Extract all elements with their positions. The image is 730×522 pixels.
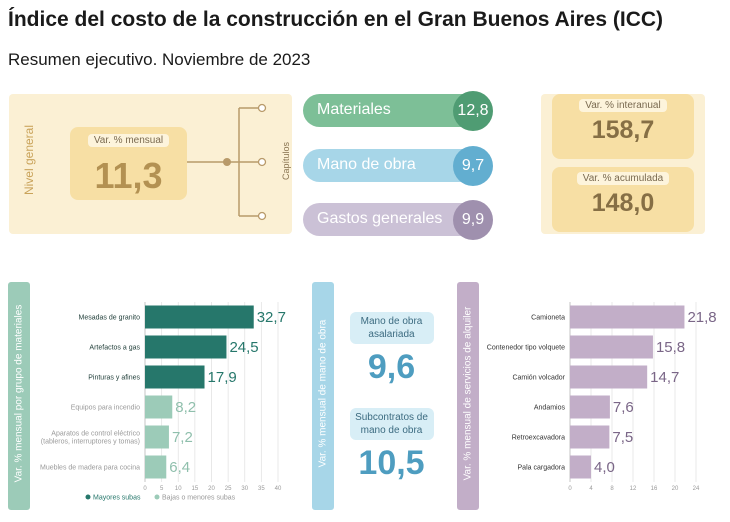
alquiler-panel-band: [457, 282, 479, 510]
tick-label: 24: [693, 486, 700, 492]
data-label: 15,8: [656, 339, 685, 356]
tick-label: 20: [672, 486, 679, 492]
acumulada-label: Var. % acumulada: [576, 172, 670, 185]
pill-gastos-value: 9,9: [453, 200, 493, 240]
acumulada-card: Var. % acumulada 148,0: [552, 167, 694, 232]
asalariada-card: Mano de obra asalariada 9,6: [333, 312, 450, 387]
subcontratos-value: 10,5: [358, 444, 425, 482]
bar: [570, 335, 653, 359]
bar: [145, 365, 205, 389]
tick-label: 8: [610, 486, 614, 492]
category-label: Mesadas de granito: [79, 315, 141, 322]
data-label: 6,4: [169, 459, 190, 476]
bar: [570, 395, 610, 419]
category-label: Retroexcavadora: [512, 435, 565, 442]
category-label: Artefactos a gas: [89, 345, 140, 352]
pill-mano-obra: Mano de obra 9,7: [303, 146, 493, 186]
legend-bajas: Bajas o menores subas: [162, 495, 236, 502]
connector-dot: [223, 158, 231, 166]
tick-label: 0: [568, 486, 572, 492]
interanual-card: Var. % interanual 158,7: [552, 94, 694, 159]
bar: [145, 425, 169, 449]
subcontratos-label: Subcontratos de mano de obra: [349, 408, 434, 440]
tick-label: 4: [589, 486, 593, 492]
pill-materiales: Materiales 12,8: [303, 91, 493, 131]
interanual-label: Var. % interanual: [579, 99, 667, 112]
tick-label: 25: [225, 486, 232, 492]
category-label: Muebles de madera para cocina: [40, 465, 140, 472]
acumulada-value: 148,0: [591, 189, 655, 217]
legend-marker-mayores: [85, 494, 91, 500]
alquiler-panel-label: Var. % mensual de servicios de alquiler: [462, 306, 474, 481]
subcontratos-card: Subcontratos de mano de obra 10,5: [333, 408, 450, 483]
interanual-value: 158,7: [591, 116, 655, 144]
asalariada-value: 9,6: [367, 348, 416, 386]
mensual-card: Var. % mensual 11,3: [70, 127, 187, 200]
category-label: Aparatos de control eléctrico: [51, 431, 140, 438]
category-label: Andamios: [534, 405, 566, 412]
tick-label: 5: [160, 486, 164, 492]
category-label: Pala cargadora: [518, 465, 566, 472]
connector-node-1: [257, 103, 267, 113]
pill-gastos-label: Gastos generales: [317, 210, 443, 227]
category-label: Contenedor tipo volquete: [487, 345, 565, 352]
tick-label: 16: [651, 486, 658, 492]
legend-marker-bajas: [154, 494, 160, 500]
bar: [145, 305, 254, 329]
data-label: 7,5: [612, 429, 633, 446]
tick-label: 15: [192, 486, 199, 492]
category-label: (tableros, interruptores y tomas): [41, 439, 140, 446]
mensual-value: 11,3: [94, 155, 163, 196]
capitulos-connector: [187, 103, 267, 221]
data-label: 17,9: [208, 369, 237, 386]
data-label: 4,0: [594, 459, 615, 476]
pill-mano-obra-label: Mano de obra: [317, 156, 416, 173]
tick-label: 0: [143, 486, 147, 492]
connector-node-2: [257, 157, 267, 167]
bar: [145, 335, 227, 359]
bar: [570, 425, 610, 449]
tick-label: 20: [208, 486, 215, 492]
mano-obra-panel-band: [312, 282, 334, 510]
bar: [570, 455, 591, 479]
bar: [145, 455, 167, 479]
nivel-general-label: Nivel general: [22, 124, 36, 196]
tick-label: 40: [275, 486, 282, 492]
capitulos-label: Capítulos: [281, 141, 291, 181]
page-title: Índice del costo de la construcción en e…: [8, 8, 664, 31]
connector-node-3: [257, 211, 267, 221]
data-label: 7,2: [172, 429, 193, 446]
data-label: 8,2: [175, 399, 196, 416]
materiales-chart: 0 5 10 15 20 25 30 35 40 Mesadas de granito 32,7 Ar…: [40, 302, 286, 502]
category-label: Camioneta: [531, 315, 565, 322]
alquiler-chart: 0 4 8 12 16 20 24 Camioneta 21,8 Contenedor tipo …: [487, 302, 717, 492]
asalariada-label: Mano de obra asalariada: [349, 312, 434, 344]
category-label: Camión volcador: [512, 375, 565, 382]
mano-obra-panel-label: Var. % mensual de mano de obra: [317, 319, 329, 468]
page-subtitle: Resumen ejecutivo. Noviembre de 2023: [8, 50, 311, 69]
data-label: 14,7: [650, 369, 679, 386]
materiales-panel-band: [8, 282, 30, 510]
tick-label: 35: [258, 486, 265, 492]
bar: [570, 305, 685, 329]
category-label: Pinturas y afines: [88, 375, 140, 382]
category-label: Equipos para incendio: [71, 405, 140, 412]
data-label: 7,6: [613, 399, 634, 416]
data-label: 32,7: [257, 309, 286, 326]
pill-gastos: Gastos generales 9,9: [303, 200, 493, 240]
pill-materiales-value: 12,8: [453, 91, 493, 131]
materiales-panel-label: Var. % mensual por grupo de materiales: [13, 304, 25, 483]
tick-label: 30: [241, 486, 248, 492]
tick-label: 10: [175, 486, 182, 492]
data-label: 21,8: [687, 309, 716, 326]
pill-materiales-label: Materiales: [317, 101, 391, 118]
data-label: 24,5: [229, 339, 258, 356]
tick-label: 12: [630, 486, 637, 492]
pill-mano-obra-value: 9,7: [453, 146, 493, 186]
legend-mayores: Mayores subas: [93, 495, 141, 502]
mensual-label: Var. % mensual: [87, 134, 170, 147]
bar: [570, 365, 648, 389]
bar: [145, 395, 173, 419]
